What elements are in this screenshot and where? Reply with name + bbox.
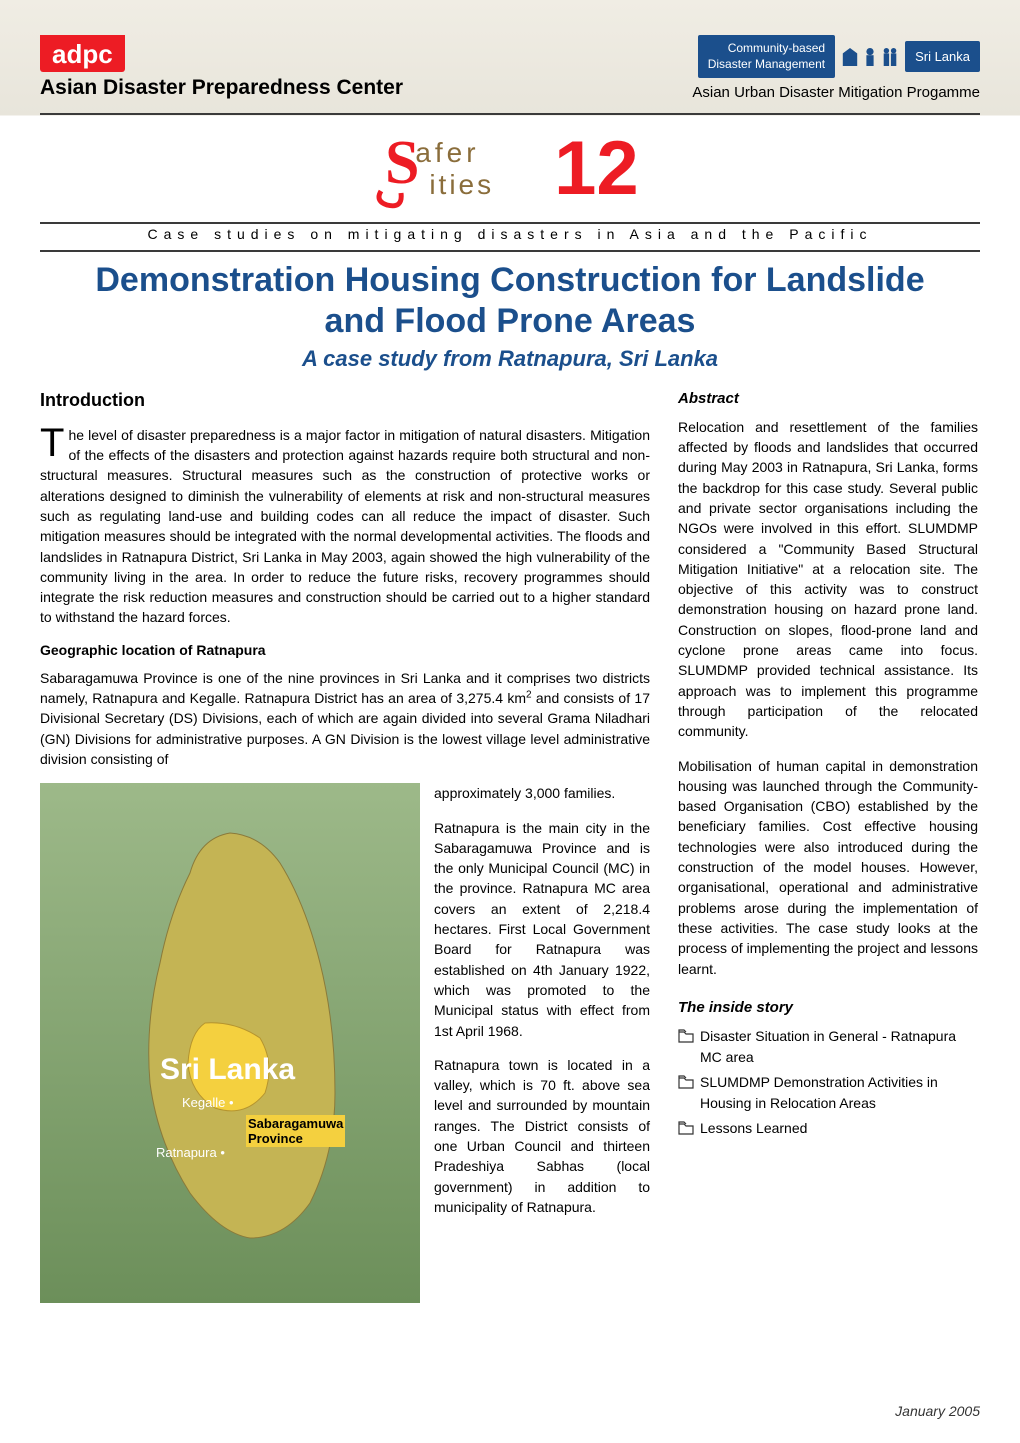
subtitle-bar: Case studies on mitigating disasters in … <box>40 226 980 242</box>
geo-heading: Geographic location of Ratnapura <box>40 642 650 658</box>
dropcap: T <box>40 425 68 461</box>
folder-icon <box>678 1029 694 1043</box>
intro-text: he level of disaster preparedness is a m… <box>40 427 650 626</box>
safer-word-2: ities <box>429 169 494 201</box>
map-province-label: Sabaragamuwa Province <box>246 1115 345 1147</box>
map-country-label: Sri Lanka <box>160 1053 295 1087</box>
province-l1: Sabaragamuwa <box>248 1116 343 1131</box>
abstract-p1: Relocation and resettlement of the famil… <box>678 417 978 742</box>
sri-lanka-map: Sri Lanka Kegalle • Sabaragamuwa Provinc… <box>40 783 420 1303</box>
list-item: Disaster Situation in General - Ratnapur… <box>678 1026 978 1068</box>
geo-para-2: approximately 3,000 families. <box>434 783 650 803</box>
intro-heading: Introduction <box>40 390 650 411</box>
case-subtitle: A case study from Ratnapura, Sri Lanka <box>40 346 980 372</box>
inside-item-0: Disaster Situation in General - Ratnapur… <box>700 1026 978 1068</box>
badge-line1: Community-based <box>728 41 825 55</box>
inside-story-list: Disaster Situation in General - Ratnapur… <box>678 1026 978 1139</box>
divider-bot <box>40 250 980 252</box>
map-outline-icon <box>110 823 350 1253</box>
issue-number: 12 <box>554 125 639 212</box>
list-item: Lessons Learned <box>678 1118 978 1139</box>
folder-icon <box>678 1121 694 1135</box>
badge-line2: Disaster Management <box>708 57 825 71</box>
map-kegalle-label: Kegalle • <box>182 1095 234 1110</box>
country-badge: Sri Lanka <box>905 41 980 72</box>
adpc-logo: adpc <box>40 35 125 72</box>
title-line1: Demonstration Housing Construction for L… <box>95 261 924 299</box>
inside-item-2: Lessons Learned <box>700 1118 807 1139</box>
header-row: adpc Asian Disaster Preparedness Center … <box>40 35 980 101</box>
geo-para-1: Sabaragamuwa Province is one of the nine… <box>40 668 650 769</box>
safer-cities-block: S afer ities 12 <box>40 125 980 212</box>
inside-story-heading: The inside story <box>678 999 978 1016</box>
title-line2: and Flood Prone Areas <box>325 302 696 340</box>
org-name: Asian Disaster Preparedness Center <box>40 76 403 100</box>
map-ratnapura-label: Ratnapura • <box>156 1145 225 1160</box>
province-l2: Province <box>248 1131 303 1146</box>
programme-name: Asian Urban Disaster Mitigation Progamme <box>692 84 980 101</box>
geo-para-3: Ratnapura is the main city in the Sabara… <box>434 818 650 1041</box>
people-icons <box>841 46 899 68</box>
footer-date: January 2005 <box>895 1403 980 1419</box>
main-title: Demonstration Housing Construction for L… <box>40 260 980 342</box>
community-badge: Community-based Disaster Management <box>698 35 835 78</box>
divider-top <box>40 113 980 115</box>
intro-paragraph: The level of disaster preparedness is a … <box>40 425 650 628</box>
safer-s-icon: S <box>381 139 421 199</box>
folder-icon <box>678 1075 694 1089</box>
list-item: SLUMDMP Demonstration Activities in Hous… <box>678 1072 978 1114</box>
abstract-p2: Mobilisation of human capital in demonst… <box>678 756 978 979</box>
divider-mid <box>40 222 980 224</box>
svg-text:S: S <box>385 133 419 197</box>
inside-item-1: SLUMDMP Demonstration Activities in Hous… <box>700 1072 978 1114</box>
geo-para-4: Ratnapura town is located in a valley, w… <box>434 1055 650 1217</box>
abstract-heading: Abstract <box>678 390 978 407</box>
